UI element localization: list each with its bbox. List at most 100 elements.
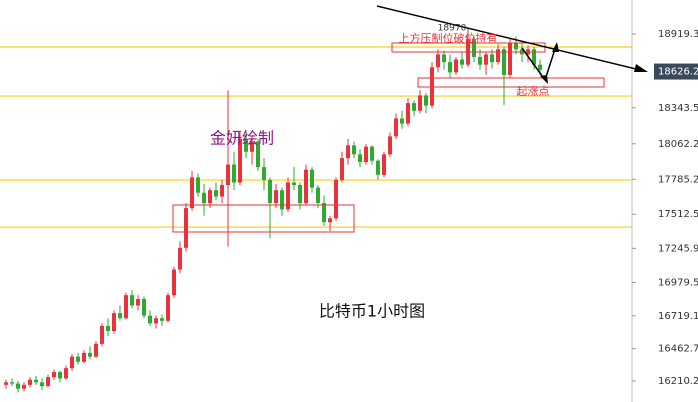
candle-body (94, 343, 98, 357)
y-tick-label: 16462.73 (658, 344, 698, 355)
candle-body (196, 177, 200, 193)
candle-body (472, 39, 476, 57)
candle-body (10, 382, 14, 384)
candle-body (70, 356, 74, 369)
candle-body (64, 368, 68, 379)
candle-body (88, 352, 92, 357)
candle-body (268, 179, 272, 203)
candle-body (244, 138, 248, 152)
candle-body (322, 202, 326, 223)
y-tick-label: 17245.95 (658, 243, 698, 254)
candle-body (394, 118, 398, 137)
candle-body (460, 59, 464, 65)
candle-body (478, 56, 482, 65)
candle-body (118, 313, 122, 319)
candle-body (178, 247, 182, 270)
candle-body (490, 54, 494, 63)
candle-body (280, 190, 284, 210)
candle-body (430, 67, 434, 106)
candle-body (400, 118, 404, 124)
candle-body (298, 185, 302, 203)
candle-body (238, 138, 242, 183)
y-tick-label: 16719.12 (658, 311, 698, 322)
candle-body (418, 95, 422, 111)
candle-body (190, 177, 194, 209)
candle-body (58, 372, 62, 379)
candle-body (484, 54, 488, 65)
candle-body (406, 103, 410, 124)
candle-body (502, 49, 506, 75)
candle-body (154, 318, 158, 324)
candle-body (262, 167, 266, 180)
candle-body (208, 190, 212, 203)
levels (0, 46, 632, 228)
candle-body (184, 208, 188, 248)
candle-body (226, 164, 230, 186)
candle-body (286, 182, 290, 210)
candle-body (256, 141, 260, 168)
candle-body (160, 318, 164, 321)
candle-body (292, 182, 296, 186)
candle-body (334, 179, 338, 219)
annotation: 起涨点 (517, 85, 550, 98)
candle-body (130, 295, 134, 306)
candle-body (310, 169, 314, 188)
candle-body (328, 218, 332, 223)
candle-body (136, 299, 140, 306)
candle-body (532, 49, 536, 65)
candle-body (22, 384, 26, 389)
watermark: 金妍绘制 (210, 129, 274, 148)
annotation: 上方压制位破位持有 (399, 31, 498, 45)
candle-body (16, 383, 20, 389)
candle-body (454, 59, 458, 73)
candle-body (304, 169, 308, 203)
candle-body (220, 185, 224, 197)
chart-title: 比特币1小时图 (319, 302, 425, 321)
candle-body (376, 160, 380, 175)
candle-body (40, 382, 44, 387)
candle-body (142, 299, 146, 316)
price-axis: 18919.35 18343.54 18062.23 17785.24 17512.50… (632, 29, 698, 387)
peak-label: 18970 (438, 24, 467, 34)
candle-body (508, 42, 512, 75)
candle-body (82, 352, 86, 362)
candle-body (370, 146, 374, 161)
candle-body (112, 313, 116, 332)
candle-body (46, 377, 50, 387)
candle-body (424, 95, 428, 106)
candle-body (496, 49, 500, 63)
y-tick-label: 16210.27 (658, 376, 698, 387)
candle-body (232, 164, 236, 183)
candle-body (52, 372, 56, 378)
zone-box (417, 77, 605, 88)
candle-body (436, 54, 440, 68)
candle-body (448, 62, 452, 73)
candle-body (214, 190, 218, 197)
y-tick-label: 18062.23 (658, 139, 698, 150)
last-price-label: 18626.22 (658, 67, 698, 78)
candle-body (4, 382, 8, 385)
last-price-box (654, 63, 698, 80)
candle-body (442, 54, 446, 63)
y-tick-label: 18343.54 (658, 103, 698, 114)
candle-body (76, 356, 80, 362)
candle-body (166, 295, 170, 321)
candle-body (364, 146, 368, 163)
arrow-head (634, 64, 648, 72)
candle-body (100, 325, 104, 344)
candle-body (148, 315, 152, 324)
candle-body (352, 145, 356, 155)
candle-body (538, 64, 542, 70)
zone-box (172, 204, 355, 233)
y-tick-label: 16979.51 (658, 277, 698, 288)
candle-body (250, 141, 254, 152)
candle-body (28, 379, 32, 385)
candle-body (34, 379, 38, 383)
candle-body (124, 295, 128, 319)
candle-body (346, 145, 350, 159)
candle-body (340, 158, 344, 180)
y-tick-label: 17785.24 (658, 174, 698, 185)
arrow-head (552, 42, 559, 52)
